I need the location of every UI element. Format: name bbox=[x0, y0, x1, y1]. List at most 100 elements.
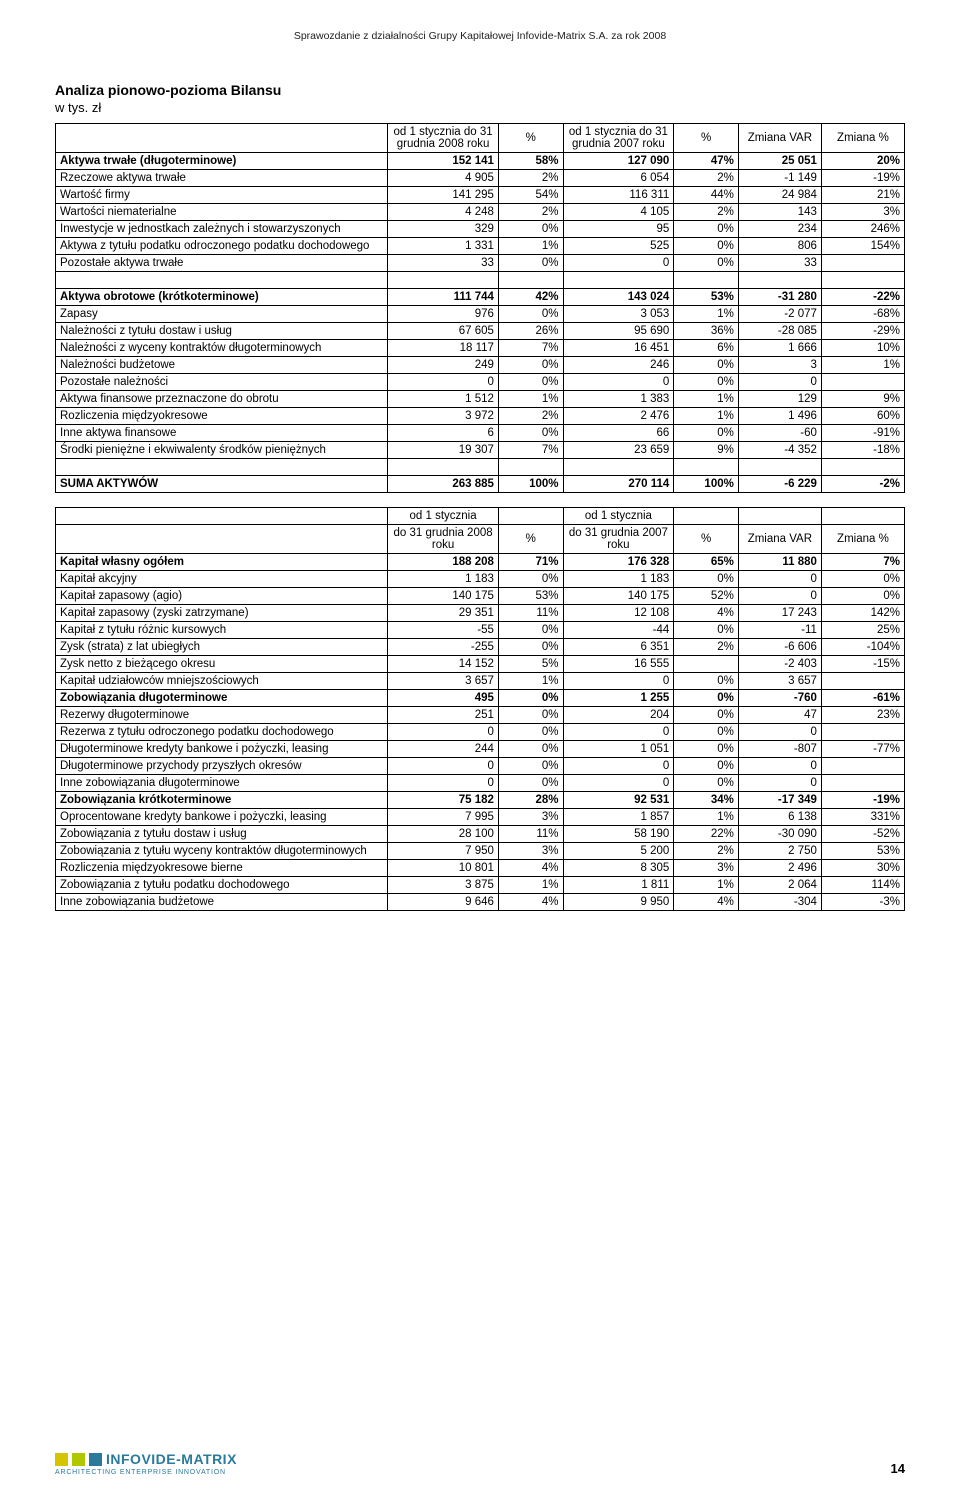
table-cell: 26% bbox=[498, 323, 563, 340]
table-cell: 100% bbox=[674, 476, 739, 493]
table-cell: 71% bbox=[498, 554, 563, 571]
table-cell: 6 351 bbox=[563, 639, 674, 656]
table-cell: 6 138 bbox=[738, 809, 821, 826]
table-cell: 0 bbox=[563, 775, 674, 792]
table-row: Zobowiązania krótkoterminowe75 18228%92 … bbox=[56, 792, 905, 809]
table-cell: 3% bbox=[674, 860, 739, 877]
table-cell: 0% bbox=[498, 306, 563, 323]
table-cell: -4 352 bbox=[738, 442, 821, 459]
table-cell: 17 243 bbox=[738, 605, 821, 622]
table-cell: 4 248 bbox=[388, 204, 499, 221]
table-cell: 3 bbox=[738, 357, 821, 374]
table-row: Zobowiązania z tytułu dostaw i usług28 1… bbox=[56, 826, 905, 843]
table-row: Inne aktywa finansowe60%660%-60-91% bbox=[56, 425, 905, 442]
table-cell: -1 149 bbox=[738, 170, 821, 187]
table-cell: 4% bbox=[498, 860, 563, 877]
table-cell: -60 bbox=[738, 425, 821, 442]
table-row: Długoterminowe kredyty bankowe i pożyczk… bbox=[56, 741, 905, 758]
table-cell: Zobowiązania z tytułu podatku dochodoweg… bbox=[56, 877, 388, 894]
table-cell: 0 bbox=[388, 374, 499, 391]
table-cell: 116 311 bbox=[563, 187, 674, 204]
table-cell: 44% bbox=[674, 187, 739, 204]
table-cell: 3 657 bbox=[388, 673, 499, 690]
table-cell: -6 229 bbox=[738, 476, 821, 493]
table-row: Aktywa z tytułu podatku odroczonego poda… bbox=[56, 238, 905, 255]
table-cell: 3% bbox=[498, 809, 563, 826]
table-cell: 7 950 bbox=[388, 843, 499, 860]
table-cell: Rozliczenia międzyokresowe bbox=[56, 408, 388, 425]
logo: INFOVIDE-MATRIX ARCHITECTING ENTERPRISE … bbox=[55, 1451, 237, 1476]
table-cell: 0 bbox=[388, 775, 499, 792]
table-cell: -18% bbox=[821, 442, 904, 459]
section-subtitle: w tys. zł bbox=[55, 100, 905, 115]
table-cell: 1 383 bbox=[563, 391, 674, 408]
table-cell: 11% bbox=[498, 605, 563, 622]
table-cell: 0% bbox=[674, 724, 739, 741]
table-cell: 2% bbox=[674, 843, 739, 860]
table-row: Oprocentowane kredyty bankowe i pożyczki… bbox=[56, 809, 905, 826]
table-cell: 0% bbox=[498, 724, 563, 741]
table-cell: 7 995 bbox=[388, 809, 499, 826]
table-row: Aktywa obrotowe (krótkoterminowe)111 744… bbox=[56, 289, 905, 306]
col-header: od 1 stycznia bbox=[388, 508, 499, 525]
table-cell: Zobowiązania z tytułu wyceny kontraktów … bbox=[56, 843, 388, 860]
table-cell: 495 bbox=[388, 690, 499, 707]
table-cell: Inne zobowiązania długoterminowe bbox=[56, 775, 388, 792]
col-header: % bbox=[674, 525, 739, 554]
table-cell: -15% bbox=[821, 656, 904, 673]
table-cell: 7% bbox=[821, 554, 904, 571]
table-cell: 3% bbox=[821, 204, 904, 221]
table-cell bbox=[821, 724, 904, 741]
table-cell: 0% bbox=[498, 741, 563, 758]
table-cell bbox=[821, 255, 904, 272]
table-cell: 95 bbox=[563, 221, 674, 238]
col-header: Zmiana VAR bbox=[738, 525, 821, 554]
table-cell: 24 984 bbox=[738, 187, 821, 204]
table-cell: -6 606 bbox=[738, 639, 821, 656]
table-cell bbox=[821, 673, 904, 690]
table-cell: Zysk netto z bieżącego okresu bbox=[56, 656, 388, 673]
table-cell: -19% bbox=[821, 792, 904, 809]
equity-liabilities-table: od 1 stycznia od 1 stycznia do 31 grudni… bbox=[55, 507, 905, 911]
table-cell: -19% bbox=[821, 170, 904, 187]
table-cell: 34% bbox=[674, 792, 739, 809]
logo-square-icon bbox=[72, 1453, 85, 1466]
table-cell: 9% bbox=[674, 442, 739, 459]
table-cell: 3 972 bbox=[388, 408, 499, 425]
table-cell: 976 bbox=[388, 306, 499, 323]
table-cell: 0% bbox=[674, 238, 739, 255]
table-cell: -2% bbox=[821, 476, 904, 493]
table-cell: 234 bbox=[738, 221, 821, 238]
table-cell: Kapitał akcyjny bbox=[56, 571, 388, 588]
table-cell: 9 950 bbox=[563, 894, 674, 911]
table-cell: 4% bbox=[674, 894, 739, 911]
table-row: Zapasy9760%3 0531%-2 077-68% bbox=[56, 306, 905, 323]
table-row: Wartość firmy141 29554%116 31144%24 9842… bbox=[56, 187, 905, 204]
table-cell: Zobowiązania z tytułu dostaw i usług bbox=[56, 826, 388, 843]
table-cell: 58% bbox=[498, 153, 563, 170]
table-row: Kapitał zapasowy (zyski zatrzymane)29 35… bbox=[56, 605, 905, 622]
table-cell: 127 090 bbox=[563, 153, 674, 170]
table-cell: 1 331 bbox=[388, 238, 499, 255]
table-cell: -28 085 bbox=[738, 323, 821, 340]
table-cell: 3% bbox=[498, 843, 563, 860]
table-cell: 5 200 bbox=[563, 843, 674, 860]
table-cell: 20% bbox=[821, 153, 904, 170]
table-cell: 0% bbox=[498, 221, 563, 238]
table-cell: Inne zobowiązania budżetowe bbox=[56, 894, 388, 911]
table-cell: 188 208 bbox=[388, 554, 499, 571]
col-header: Zmiana % bbox=[821, 525, 904, 554]
table-cell: 0 bbox=[563, 374, 674, 391]
table-cell: 329 bbox=[388, 221, 499, 238]
table-cell: 4% bbox=[674, 605, 739, 622]
table-cell: 1% bbox=[674, 809, 739, 826]
table-cell: -68% bbox=[821, 306, 904, 323]
table-row: Rozliczenia międzyokresowe3 9722%2 4761%… bbox=[56, 408, 905, 425]
table-row: Kapitał zapasowy (agio)140 17553%140 175… bbox=[56, 588, 905, 605]
table-cell: 154% bbox=[821, 238, 904, 255]
table-cell bbox=[821, 775, 904, 792]
table-cell: Inne aktywa finansowe bbox=[56, 425, 388, 442]
table-cell: 75 182 bbox=[388, 792, 499, 809]
table-cell: 0% bbox=[674, 775, 739, 792]
table-cell: 18 117 bbox=[388, 340, 499, 357]
